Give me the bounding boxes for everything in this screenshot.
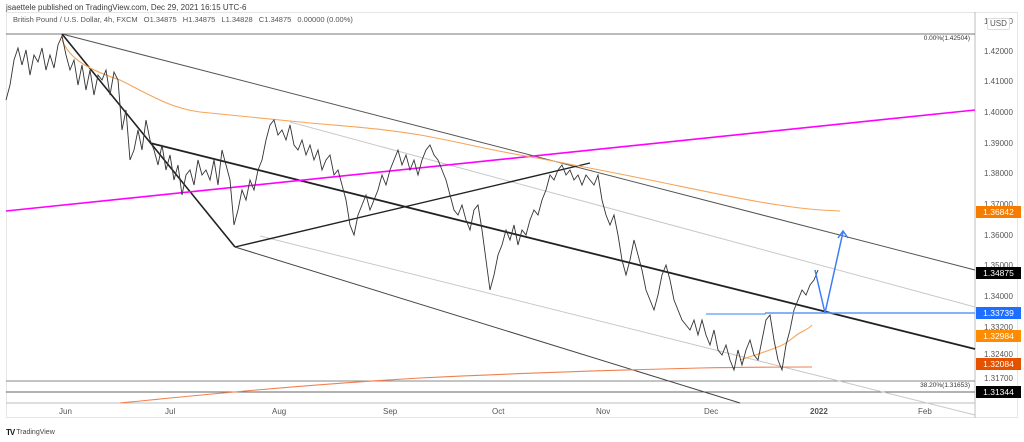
- ohlc-low: L1.34828: [221, 15, 253, 24]
- price-tag-low-line: 1.31344: [976, 386, 1021, 398]
- svg-text:Jun: Jun: [59, 407, 72, 416]
- projection-arrow-head: [837, 229, 849, 239]
- ohlc-close: C1.34875: [258, 15, 292, 24]
- rise-trendline: [234, 162, 591, 248]
- fib-0-label: 0.00%(1.42504): [924, 35, 970, 42]
- svg-text:1.33200: 1.33200: [984, 323, 1013, 332]
- price-tag-ma-short: 1.32984: [976, 330, 1021, 342]
- tradingview-logo-icon: TV: [6, 428, 15, 437]
- svg-text:1.34000: 1.34000: [984, 292, 1013, 301]
- svg-text:1.35000: 1.35000: [984, 261, 1013, 270]
- svg-text:Dec: Dec: [704, 407, 718, 416]
- svg-text:Oct: Oct: [492, 407, 505, 416]
- svg-text:1.39000: 1.39000: [984, 139, 1013, 148]
- currency-button[interactable]: USD: [987, 18, 1010, 30]
- projection-arrow: [814, 231, 844, 314]
- decline-trendline: [61, 33, 236, 248]
- time-axis-labels: Jun Jul Aug Sep Oct Nov Dec 2022 Feb: [59, 407, 932, 416]
- ohlc-open: O1.34875: [143, 15, 177, 24]
- svg-text:1.41000: 1.41000: [984, 77, 1013, 86]
- publisher-line: jsaettele published on TradingView.com, …: [6, 3, 247, 12]
- ohlc-high: H1.34875: [182, 15, 216, 24]
- svg-text:Feb: Feb: [918, 407, 932, 416]
- ohlc-change: 0.00000 (0.00%): [297, 15, 353, 24]
- svg-text:1.31700: 1.31700: [984, 374, 1013, 383]
- svg-text:2022: 2022: [810, 407, 828, 416]
- support-line-left: [706, 313, 766, 315]
- svg-text:1.36000: 1.36000: [984, 231, 1013, 240]
- footer-brand: TV TradingView: [6, 428, 55, 437]
- tradingview-brand: TradingView: [16, 429, 55, 436]
- svg-text:1.38000: 1.38000: [984, 169, 1013, 178]
- channel-lower: [234, 246, 741, 404]
- channel-lower-mid: [259, 235, 976, 416]
- symbol-name: British Pound / U.S. Dollar, 4h, FXCM: [13, 15, 138, 24]
- price-tag-ma-upper: 1.36842: [976, 206, 1021, 218]
- svg-text:Jul: Jul: [165, 407, 175, 416]
- svg-text:Sep: Sep: [383, 407, 398, 416]
- price-tag-support: 1.33739: [976, 307, 1021, 319]
- channel-mid: [149, 142, 976, 350]
- svg-text:1.42000: 1.42000: [984, 47, 1013, 56]
- symbol-legend: British Pound / U.S. Dollar, 4h, FXCM O1…: [13, 15, 357, 24]
- ma-200-upper: [61, 39, 841, 212]
- svg-text:Aug: Aug: [272, 407, 286, 416]
- price-series: [5, 34, 819, 372]
- ma-200-lower: [119, 366, 813, 404]
- price-tag-ma-long: 1.32084: [976, 358, 1021, 370]
- price-axis-ticks: 1.43000 1.42000 1.41000 1.40000 1.39000 …: [984, 17, 1013, 383]
- magenta-trendline: [5, 109, 976, 212]
- svg-text:1.32400: 1.32400: [984, 350, 1013, 359]
- fib-382-label: 38.20%(1.31653): [920, 382, 970, 389]
- svg-text:1.40000: 1.40000: [984, 108, 1013, 117]
- price-tag-last: 1.34875: [976, 267, 1021, 279]
- channel-upper-mid: [289, 121, 976, 308]
- svg-text:Nov: Nov: [596, 407, 610, 416]
- svg-text:1.37000: 1.37000: [984, 200, 1013, 209]
- channel-upper: [61, 33, 976, 271]
